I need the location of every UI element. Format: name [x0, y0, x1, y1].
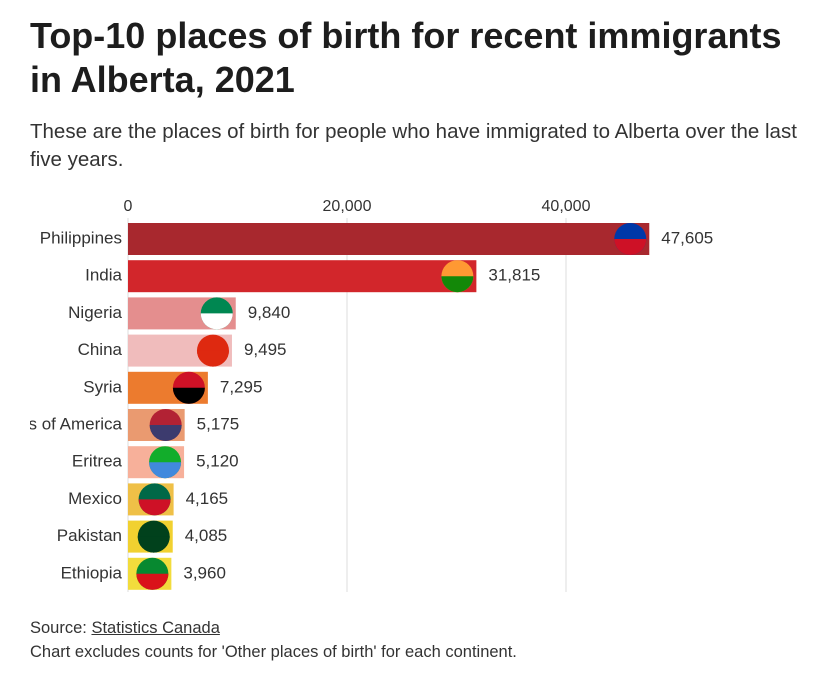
value-label: 47,605 [661, 228, 713, 247]
flag-bottom [149, 462, 182, 479]
y-tick-label: Mexico [68, 489, 122, 508]
bar [128, 260, 477, 293]
flag-icon [172, 371, 205, 404]
note: Chart excludes counts for 'Other places … [30, 643, 517, 661]
bar [128, 223, 650, 255]
flag-bottom [149, 425, 182, 441]
chart-subtitle: These are the places of birth for people… [30, 120, 797, 171]
source-line: Source: Statistics Canada [30, 616, 517, 640]
flag-icon [138, 483, 171, 516]
flag-icon [137, 520, 170, 553]
flag-icon [149, 409, 182, 441]
flag-bottom [136, 573, 169, 590]
value-label: 9,495 [244, 340, 287, 359]
y-tick-label: Syria [83, 377, 122, 396]
flag-bottom [441, 276, 474, 293]
x-tick-label: 40,000 [542, 198, 591, 215]
value-label: 7,295 [220, 377, 263, 396]
value-label: 5,175 [197, 414, 240, 433]
y-tick-label: Nigeria [68, 303, 122, 322]
flag-bottom [196, 350, 229, 367]
flag-icon [149, 446, 182, 479]
y-tick-label: Pakistan [57, 526, 122, 545]
x-tick-label: 20,000 [323, 198, 372, 215]
value-label: 4,165 [186, 489, 229, 508]
chart-title: Top-10 places of birth for recent immigr… [30, 15, 782, 100]
value-label: 9,840 [248, 303, 291, 322]
chart: 0 20,000 40,000 Philippines 47,605 India 31,81… [0, 198, 713, 592]
value-label: 5,120 [196, 452, 239, 471]
y-tick-label: Ethiopia [61, 563, 123, 582]
flag-bottom [614, 239, 647, 255]
footer: Source: Statistics Canada Chart excludes… [30, 616, 517, 664]
value-label: 4,085 [185, 526, 228, 545]
y-tick-label: Philippines [40, 228, 122, 247]
x-tick-label: 0 [124, 198, 133, 215]
flag-bottom [137, 536, 170, 553]
y-tick-label: Eritrea [72, 452, 123, 471]
flag-icon [441, 260, 474, 293]
flag-bottom [172, 387, 205, 404]
flag-bottom [200, 313, 233, 330]
y-tick-label: China [78, 340, 123, 359]
flag-icon [196, 334, 229, 367]
value-label: 31,815 [488, 266, 540, 285]
value-label: 3,960 [183, 563, 226, 582]
source-link[interactable]: Statistics Canada [91, 619, 220, 637]
flag-icon [614, 223, 647, 255]
flag-icon [200, 297, 233, 330]
flag-bottom [138, 499, 171, 516]
flag-icon [136, 557, 169, 590]
y-tick-label: United States of America [0, 414, 123, 433]
y-tick-label: India [85, 266, 122, 285]
source-label: Source: [30, 619, 87, 637]
